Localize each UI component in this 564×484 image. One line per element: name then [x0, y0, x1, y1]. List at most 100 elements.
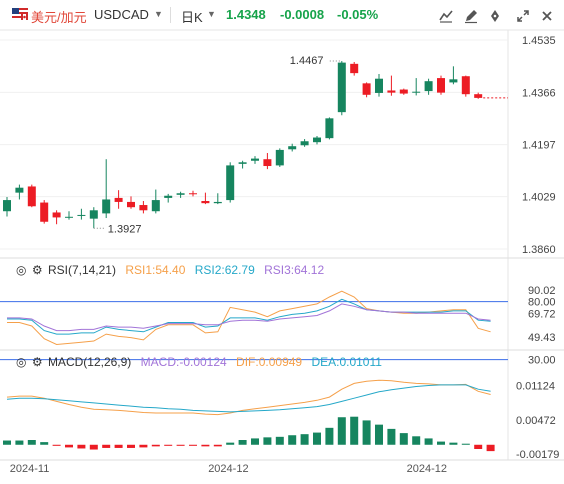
candle-body	[27, 186, 36, 207]
rsi3-value: RSI3:64.12	[264, 263, 325, 277]
candle-body	[362, 83, 371, 95]
macd-histogram-bar	[325, 427, 334, 445]
macd-histogram-bar	[275, 436, 284, 445]
last-price: 1.4348	[226, 7, 266, 22]
candle-body	[337, 62, 346, 113]
macd-histogram-bar	[437, 441, 445, 445]
candle-body	[3, 200, 11, 212]
macd-histogram-bar	[127, 444, 135, 448]
price-change-percent: -0.05%	[337, 7, 379, 22]
rsi-tick-label: 49.43	[528, 332, 556, 344]
us-ca-flag-icon	[12, 8, 28, 20]
macd-histogram-bar	[151, 444, 160, 447]
candle-body	[474, 94, 483, 98]
time-tick-label: 2024-11	[10, 463, 50, 475]
macd-histogram-bar	[288, 435, 297, 445]
candle-body	[350, 63, 359, 74]
rsi-tick-label: 69.72	[528, 309, 556, 321]
timeframe-selector[interactable]: 日K	[181, 10, 203, 25]
macd-histogram-bar	[201, 444, 210, 447]
chevron-down-icon[interactable]: ▼	[207, 9, 216, 19]
gear-icon[interactable]: ⚙	[31, 355, 43, 369]
candle-body	[251, 158, 259, 161]
macd-histogram-bar	[238, 440, 247, 445]
macd-histogram-bar	[213, 444, 222, 447]
rsi1-value: RSI1:54.40	[125, 263, 186, 277]
expand-icon[interactable]	[514, 7, 532, 25]
macd-legend: ◎ ⚙ MACD(12,26,9) MACD:-0.00124 DIF:0.00…	[16, 355, 388, 369]
symbol-selector[interactable]: USDCAD	[94, 7, 149, 22]
macd-histogram-bar	[474, 444, 483, 449]
candle-body	[176, 193, 185, 195]
candle-body	[437, 78, 445, 93]
rsi-legend: ◎ ⚙ RSI(7,14,21) RSI1:54.40 RSI2:62.79 R…	[16, 263, 330, 277]
macd-histogram-bar	[387, 428, 396, 445]
macd-histogram-bar	[139, 444, 148, 448]
time-tick-label: 2024-12	[407, 463, 447, 475]
macd-histogram-bar	[300, 434, 309, 445]
candle-body	[15, 187, 24, 193]
macd-histogram-bar	[176, 444, 185, 446]
pencil-edit-icon[interactable]	[462, 7, 480, 25]
macd-histogram-bar	[102, 444, 111, 448]
macd-histogram-bar	[114, 444, 123, 448]
pair-name-cn[interactable]: 美元/加元	[31, 10, 87, 25]
eye-icon[interactable]: ◎	[16, 263, 27, 277]
macd-histogram-bar	[27, 440, 36, 445]
candle-body	[399, 89, 408, 94]
macd-histogram-bar	[40, 442, 49, 445]
rsi-series-line	[7, 290, 491, 346]
macd-histogram-bar	[164, 444, 173, 446]
pen-tool-icon[interactable]	[486, 7, 504, 25]
rsi-params: RSI(7,14,21)	[47, 263, 116, 277]
candle-body	[449, 79, 458, 83]
macd-tick-label: -0.00179	[516, 449, 559, 461]
macd-histogram-bar	[350, 416, 359, 445]
macd-histogram-bar	[3, 440, 11, 445]
candle-body	[226, 165, 235, 201]
rsi-tick-label: 90.02	[528, 285, 556, 297]
high-annotation: 1.4467	[290, 55, 324, 67]
candle-body	[164, 195, 173, 198]
settings-icon[interactable]	[538, 7, 556, 25]
candle-body	[77, 214, 86, 216]
rsi2-value: RSI2:62.79	[194, 263, 255, 277]
price-tick-label: 1.4366	[522, 87, 556, 99]
chart-toolbar: 美元/加元 USDCAD ▼ 日K ▼ 1.4348 -0.0008 -0.05…	[0, 0, 564, 30]
candle-body	[375, 78, 383, 93]
macd-histogram-bar	[65, 444, 73, 448]
macd-histogram-bar	[424, 438, 433, 445]
macd-histogram-bar	[486, 444, 495, 452]
macd-tick-label: 0.01124	[516, 380, 555, 392]
price-change: -0.0008	[280, 7, 325, 22]
candle-body	[263, 159, 272, 167]
macd-histogram-bar	[263, 437, 272, 445]
macd-series-line	[6, 384, 491, 413]
candle-body	[189, 193, 197, 195]
candle-body	[127, 201, 135, 208]
rsi-tick-label: 30.00	[528, 355, 556, 367]
macd-histogram-bar	[52, 444, 61, 446]
macd-series-line	[6, 379, 491, 416]
price-tick-label: 1.4029	[522, 192, 556, 204]
candle-body	[238, 162, 247, 164]
macd-histogram-bar	[412, 436, 421, 445]
draw-tool-icon[interactable]	[437, 7, 455, 25]
macd-histogram-bar	[89, 444, 98, 450]
macd-histogram-bar	[399, 433, 408, 445]
macd-histogram-bar	[337, 417, 346, 445]
candle-body	[52, 212, 61, 218]
chevron-down-icon[interactable]: ▼	[154, 9, 163, 19]
candle-body	[213, 201, 222, 204]
gear-icon[interactable]: ⚙	[31, 263, 43, 277]
eye-icon[interactable]: ◎	[16, 355, 27, 369]
macd-histogram-bar	[251, 438, 259, 445]
macd-histogram-bar	[313, 432, 321, 445]
candle-body	[412, 91, 421, 93]
candle-body	[151, 200, 160, 212]
candle-body	[461, 76, 470, 95]
time-tick-label: 2024-12	[208, 463, 248, 475]
candle-body	[89, 210, 98, 219]
macd-value: MACD:-0.00124	[140, 355, 227, 369]
